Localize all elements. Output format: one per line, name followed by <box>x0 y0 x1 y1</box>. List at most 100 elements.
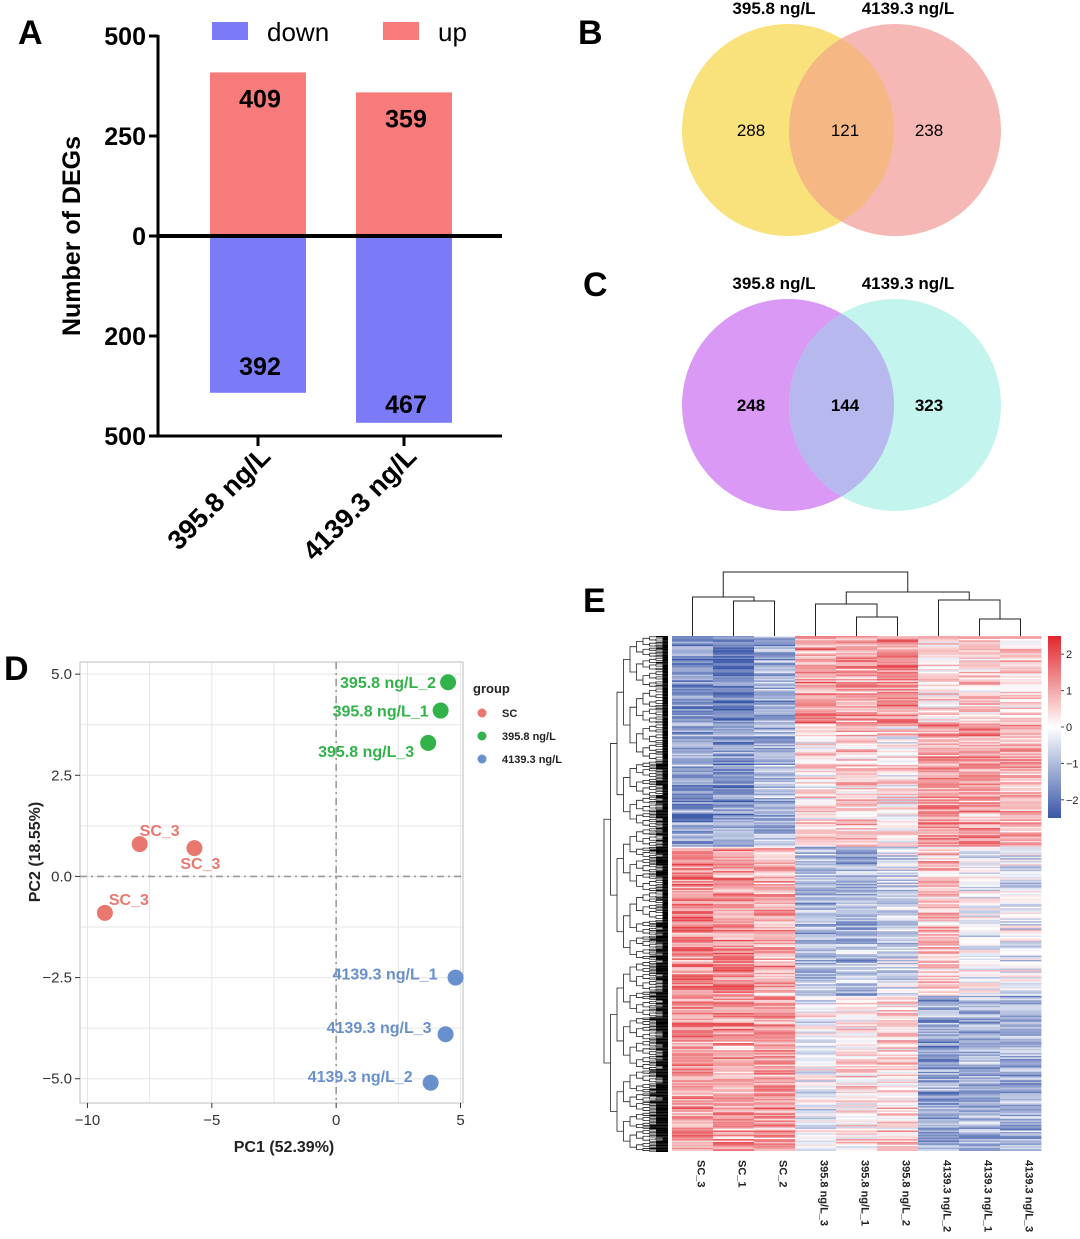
dendrogram-leaves <box>656 766 668 768</box>
heatmap-cell <box>959 687 1001 690</box>
heatmap-cell <box>877 693 919 696</box>
heatmap-cell <box>918 653 960 656</box>
heatmap-cell <box>795 878 837 881</box>
heatmap-cell <box>754 720 796 723</box>
color-bar-tick-label: 0 <box>1066 722 1072 734</box>
heatmap-cell <box>795 889 837 892</box>
heatmap-cell <box>1000 862 1042 865</box>
dendrogram-link <box>642 1107 650 1111</box>
heatmap-cell <box>877 760 919 763</box>
heatmap-cell <box>795 985 837 988</box>
dendrogram-leaves <box>656 1076 668 1078</box>
heatmap-cell <box>836 1094 878 1097</box>
dendrogram-link <box>655 943 663 946</box>
heatmap-cell <box>754 1011 796 1014</box>
heatmap-cell <box>754 782 796 785</box>
heatmap-cell <box>836 701 878 704</box>
heatmap-cell <box>672 664 714 667</box>
heatmap-cell <box>959 901 1001 903</box>
heatmap-cell <box>918 992 960 995</box>
heatmap-cell <box>918 977 960 979</box>
heatmap-cell <box>877 876 919 879</box>
legend-label: 4139.3 ng/L <box>502 754 562 766</box>
heatmap-cell <box>713 1034 755 1037</box>
heatmap-cell <box>836 937 878 939</box>
heatmap-cell <box>672 706 714 709</box>
heatmap-cell <box>713 683 755 686</box>
dendrogram-link <box>655 945 663 949</box>
heatmap-cell <box>795 997 837 1000</box>
dendrogram-link <box>636 1085 643 1092</box>
dendrogram-link <box>642 813 650 817</box>
heatmap-cell <box>754 1120 796 1123</box>
heatmap-cell <box>918 987 960 989</box>
heatmap-cell <box>754 1097 796 1100</box>
heatmap-cell <box>795 978 837 981</box>
dendrogram-leaves <box>656 1027 668 1029</box>
heatmap-cell <box>877 928 919 931</box>
heatmap-cell <box>918 802 960 805</box>
dendrogram-leaves <box>649 1114 668 1117</box>
heatmap-cell <box>754 830 796 833</box>
heatmap-cell <box>877 670 919 673</box>
heatmap-cell <box>918 1121 960 1124</box>
heatmap-cell <box>795 1080 837 1083</box>
heatmap-cell <box>836 1055 878 1058</box>
heatmap-cell <box>918 1146 960 1149</box>
heatmap-cell <box>795 839 837 842</box>
heatmap-cell <box>1000 769 1042 772</box>
dendrogram-leaves <box>662 866 668 869</box>
heatmap-cell <box>713 836 755 839</box>
heatmap-cell <box>836 845 878 848</box>
heatmap-cell <box>754 962 796 965</box>
heatmap-cell <box>836 1002 878 1005</box>
heatmap-cell <box>672 1098 714 1101</box>
heatmap-cell <box>713 686 755 688</box>
heatmap-cell <box>836 889 878 892</box>
heatmap-cell <box>754 739 796 742</box>
heatmap-cell <box>713 722 755 724</box>
heatmap-cell <box>672 905 714 908</box>
heatmap-cell <box>713 673 755 676</box>
dendrogram-leaves <box>662 713 668 717</box>
heatmap-cell <box>877 967 919 969</box>
heatmap-cell <box>959 737 1001 740</box>
heatmap-cell <box>959 1068 1001 1071</box>
heatmap-cell <box>754 726 796 729</box>
heatmap-cell <box>713 924 755 926</box>
dendrogram-leaves <box>656 1068 668 1071</box>
heatmap-cell <box>836 647 878 650</box>
heatmap-cell <box>918 1057 960 1060</box>
heatmap-cell <box>1000 846 1042 849</box>
heatmap-cell <box>754 929 796 932</box>
heatmap-cell <box>836 1045 878 1048</box>
heatmap-cell <box>918 766 960 769</box>
heatmap-cell <box>1000 806 1042 809</box>
heatmap-cell <box>1000 810 1042 813</box>
heatmap-cell <box>836 750 878 753</box>
dendrogram-link <box>642 1021 650 1025</box>
heatmap-cell <box>877 790 919 793</box>
dendrogram-leaves <box>662 947 668 949</box>
heatmap-cell <box>754 673 796 676</box>
heatmap-cell <box>795 1130 837 1133</box>
heatmap-cell <box>918 921 960 924</box>
heatmap-cell <box>1000 1113 1042 1116</box>
heatmap-cell <box>713 958 755 961</box>
heatmap-cell <box>795 1127 837 1130</box>
dendrogram-leaves <box>656 937 668 939</box>
heatmap-cell <box>877 1030 919 1032</box>
heatmap-cell <box>918 772 960 774</box>
heatmap-cell <box>918 1044 960 1047</box>
heatmap-cell <box>959 727 1001 730</box>
heatmap-cell <box>795 948 837 951</box>
heatmap-cell <box>713 1116 755 1118</box>
heatmap-cell <box>918 975 960 978</box>
dendrogram-link <box>649 957 656 960</box>
heatmap-cell <box>1000 762 1042 764</box>
heatmap-cell <box>754 775 796 777</box>
heatmap-cell <box>713 1004 755 1007</box>
heatmap-cell <box>672 681 714 684</box>
heatmap-cell <box>754 1012 796 1015</box>
heatmap-cell <box>795 961 837 964</box>
